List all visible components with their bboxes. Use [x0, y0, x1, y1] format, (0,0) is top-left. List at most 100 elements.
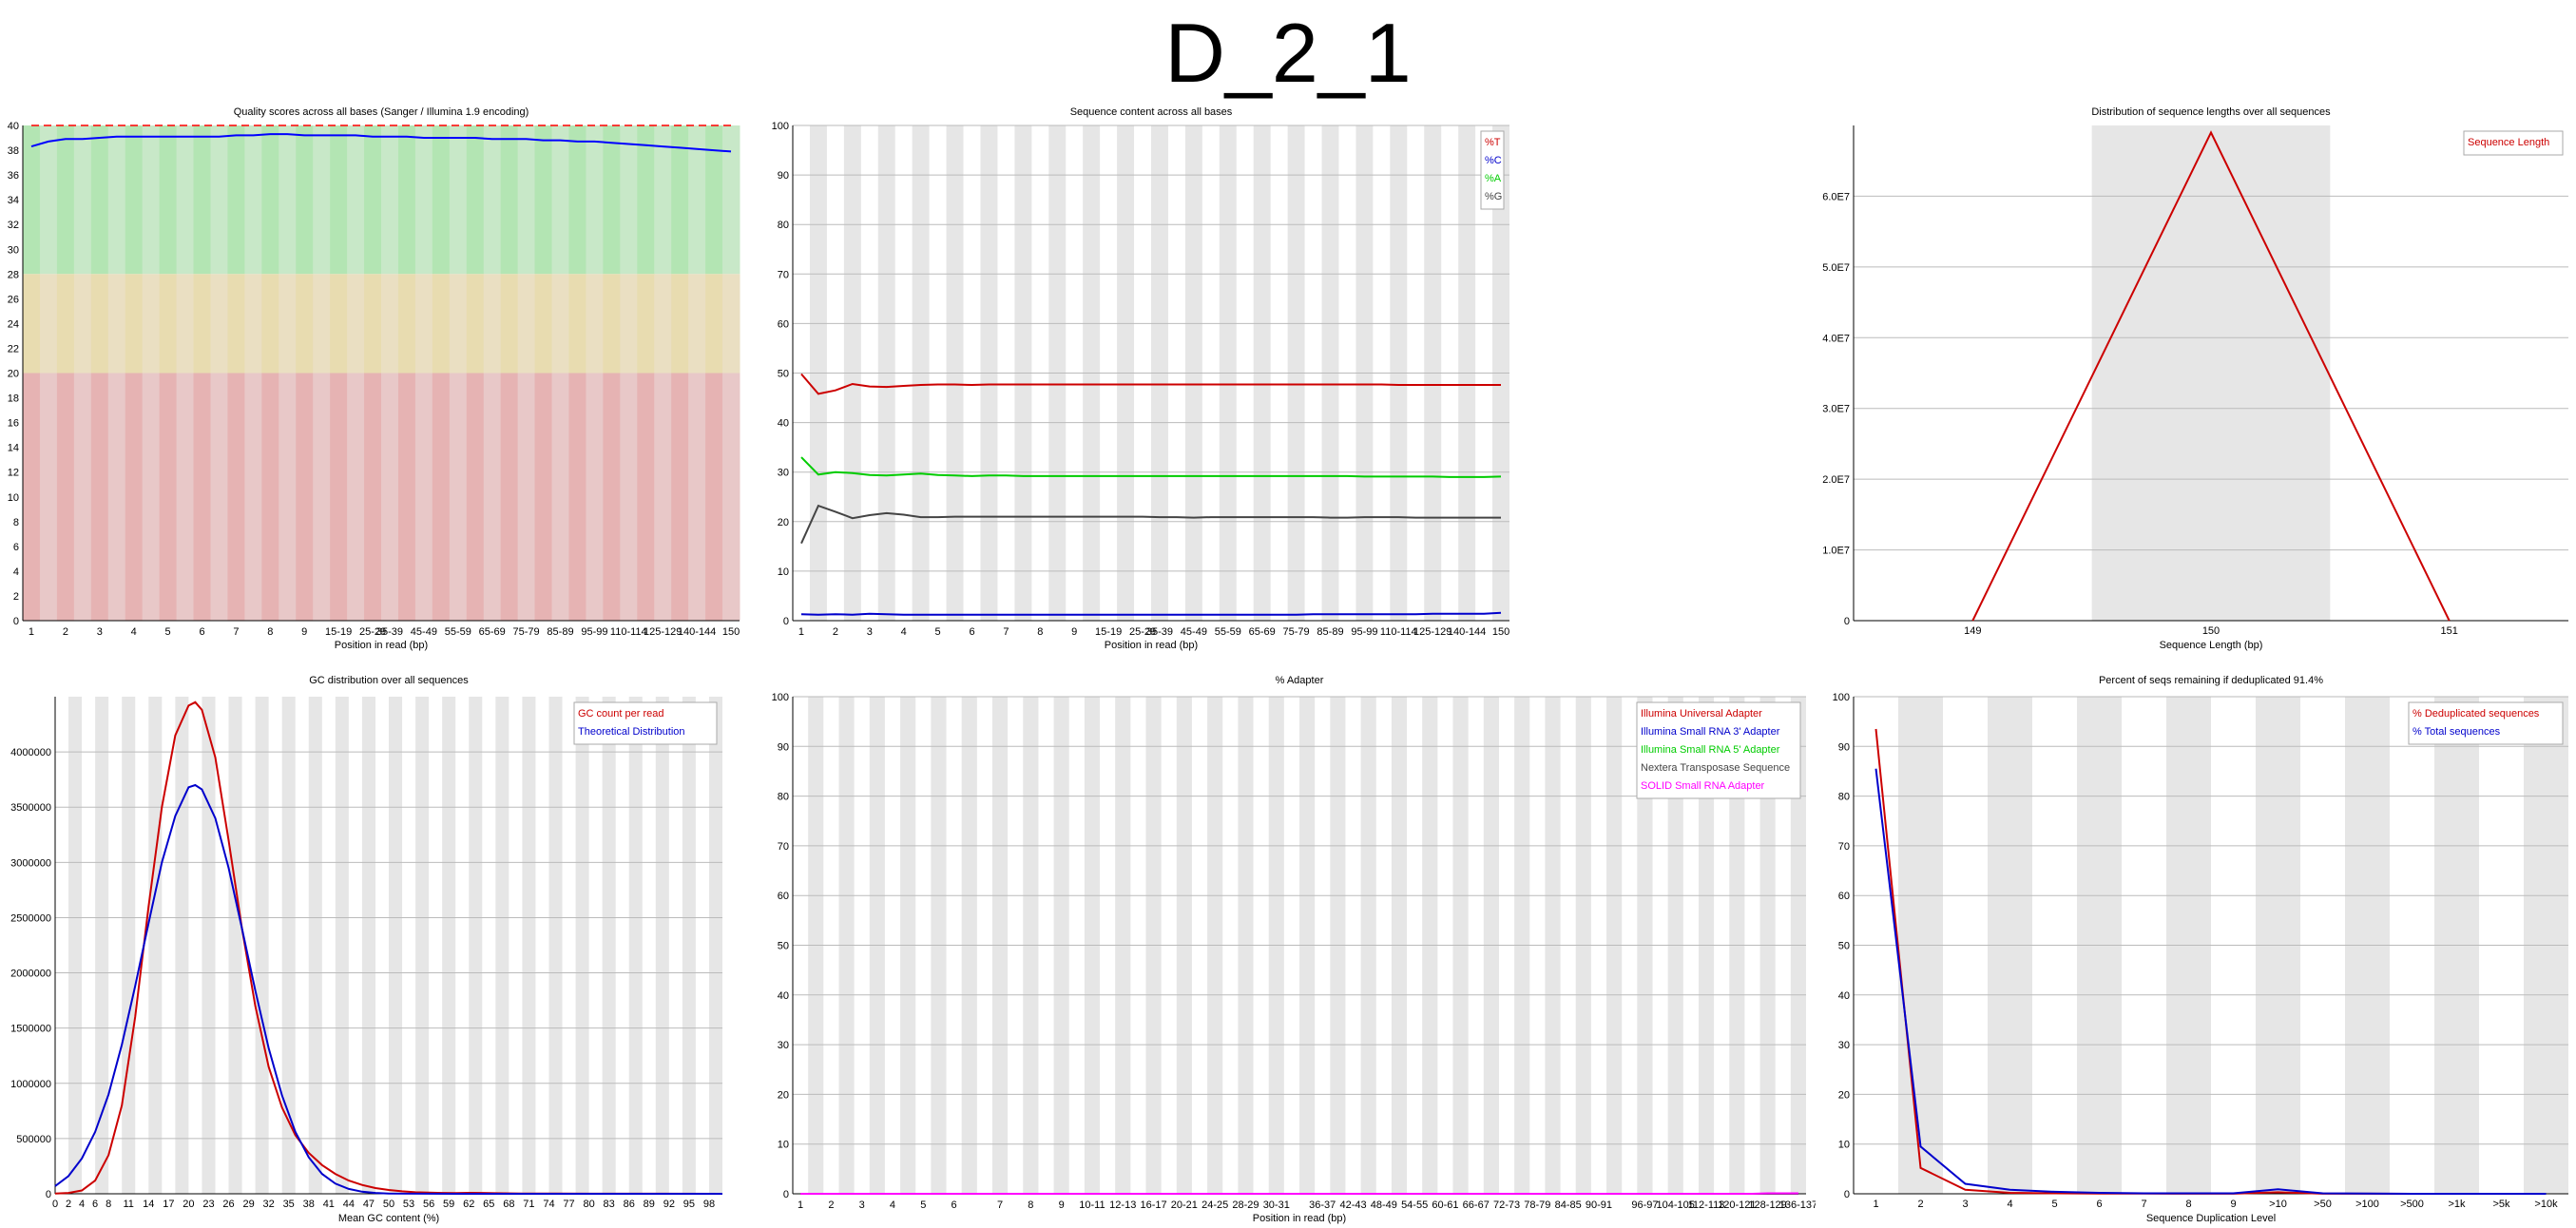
- quality-band-cell: [159, 125, 178, 275]
- y-tick-label: 40: [8, 121, 19, 132]
- quality-band-cell: [125, 125, 144, 275]
- quality-band-cell: [39, 274, 58, 374]
- y-tick-label: 26: [8, 294, 19, 305]
- x-tick-label: 140-144: [1448, 626, 1486, 638]
- x-tick-label: 6: [92, 1199, 98, 1210]
- quality-band-cell: [193, 125, 211, 275]
- quality-band-cell: [722, 373, 740, 621]
- quality-band-cell: [449, 125, 468, 275]
- quality-band-cell: [414, 125, 433, 275]
- quality-band-cell: [142, 125, 161, 275]
- x-tick-label: 60-61: [1432, 1199, 1458, 1211]
- x-tick-label: 8: [106, 1199, 111, 1210]
- x-tick-label: 10-11: [1079, 1199, 1105, 1211]
- series-line: [30, 133, 732, 153]
- y-tick-label: 18: [8, 393, 19, 405]
- x-tick-label: 1: [29, 626, 34, 638]
- x-tick-label: 128-129: [1748, 1199, 1786, 1211]
- quality-band-cell: [193, 373, 211, 621]
- chart-adapter-content: % Adapter 0 10 20 30 40 50 60 70 80 90 100 1 2 3 4 5 6 7 8 9…: [772, 675, 1816, 1224]
- y-tick-label: 100: [772, 121, 789, 132]
- x-tick-label: 110-114: [1380, 626, 1417, 638]
- x-tick-label: 62: [463, 1199, 474, 1210]
- quality-band-cell: [397, 274, 416, 374]
- quality-band-cell: [654, 125, 672, 275]
- background-stripe: [575, 697, 589, 1194]
- series-line: [1971, 130, 2451, 622]
- quality-band-cell: [23, 125, 41, 275]
- x-tick-label: 7: [997, 1199, 1003, 1211]
- quality-band-cell: [56, 125, 75, 275]
- quality-band-cell: [330, 125, 348, 275]
- x-tick-label: 24-25: [1201, 1199, 1228, 1211]
- legend-entry: Illumina Universal Adapter: [1641, 708, 1762, 720]
- quality-band-cell: [534, 373, 553, 621]
- y-tick-label: 3000000: [10, 857, 51, 869]
- quality-band-cell: [688, 125, 706, 275]
- quality-band-cell: [23, 373, 41, 621]
- chart-title: % Adapter: [1276, 675, 1324, 686]
- quality-band-cell: [654, 373, 672, 621]
- y-tick-label: 10: [1838, 1140, 1850, 1151]
- y-tick-label: 60: [778, 891, 789, 902]
- x-tick-label: 5: [165, 626, 171, 638]
- background-stripe: [308, 697, 322, 1194]
- quality-band-cell: [603, 125, 621, 275]
- y-tick-label: 90: [778, 741, 789, 753]
- x-tick-label: 96-97: [1631, 1199, 1658, 1211]
- x-tick-label: 150: [1492, 626, 1509, 638]
- quality-band-cell: [432, 373, 451, 621]
- x-tick-label: 2: [828, 1199, 834, 1211]
- x-tick-label: 47: [363, 1199, 375, 1210]
- x-tick-label: 54-55: [1401, 1199, 1428, 1211]
- series-line: [1874, 768, 2547, 1195]
- legend-entry: %T: [1485, 137, 1501, 148]
- quality-band-cell: [347, 125, 365, 275]
- y-tick-label: 3500000: [10, 802, 51, 814]
- x-tick-label: 15-19: [325, 626, 352, 638]
- x-tick-label: 15-19: [1095, 626, 1122, 638]
- x-tick-label: 150: [2202, 625, 2220, 637]
- y-tick-label: 20: [778, 517, 789, 528]
- background-stripe: [228, 697, 242, 1194]
- quality-band-cell: [244, 125, 262, 275]
- quality-band-cell: [551, 373, 569, 621]
- chart-title: Quality scores across all bases (Sanger …: [234, 106, 529, 118]
- quality-band-cell: [466, 274, 485, 374]
- legend-entry: Illumina Small RNA 3' Adapter: [1641, 726, 1780, 738]
- quality-band-cell: [620, 274, 638, 374]
- x-tick-label: 25-29: [359, 626, 386, 638]
- x-tick-label: 150: [722, 626, 740, 638]
- x-tick-label: 125-129: [644, 626, 682, 638]
- quality-band-cell: [142, 274, 161, 374]
- x-tick-label: 75-79: [513, 626, 540, 638]
- chart-title: Sequence content across all bases: [1070, 106, 1233, 118]
- quality-band-cell: [637, 373, 655, 621]
- quality-band-cell: [159, 373, 178, 621]
- x-tick-label: 11: [124, 1199, 134, 1210]
- background-stripe: [708, 697, 722, 1194]
- x-tick-label: >10k: [2534, 1199, 2558, 1210]
- quality-band-cell: [296, 274, 314, 374]
- legend-entry: Illumina Small RNA 5' Adapter: [1641, 744, 1780, 756]
- x-tick-label: 2: [63, 626, 68, 638]
- legend-entry: % Deduplicated sequences: [2413, 708, 2540, 720]
- x-tick-label: 16-17: [1140, 1199, 1166, 1211]
- background-stripe: [148, 697, 163, 1194]
- x-axis-label: Position in read (bp): [335, 640, 428, 651]
- y-tick-label: 2000000: [10, 969, 51, 980]
- y-tick-label: 12: [8, 468, 19, 479]
- quality-band-cell: [414, 373, 433, 621]
- series-line: [800, 1192, 1798, 1195]
- y-tick-label: 34: [8, 195, 19, 206]
- legend-entry: % Total sequences: [2413, 726, 2501, 738]
- y-tick-label: 70: [1838, 841, 1850, 853]
- x-tick-label: 84-85: [1555, 1199, 1582, 1211]
- x-tick-label: 23: [202, 1199, 214, 1210]
- y-tick-label: 20: [1838, 1089, 1850, 1101]
- quality-band-cell: [688, 274, 706, 374]
- y-tick-label: 4000000: [10, 747, 51, 758]
- quality-band-cell: [603, 373, 621, 621]
- y-tick-label: 0: [783, 616, 789, 627]
- y-tick-label: 4: [13, 566, 19, 578]
